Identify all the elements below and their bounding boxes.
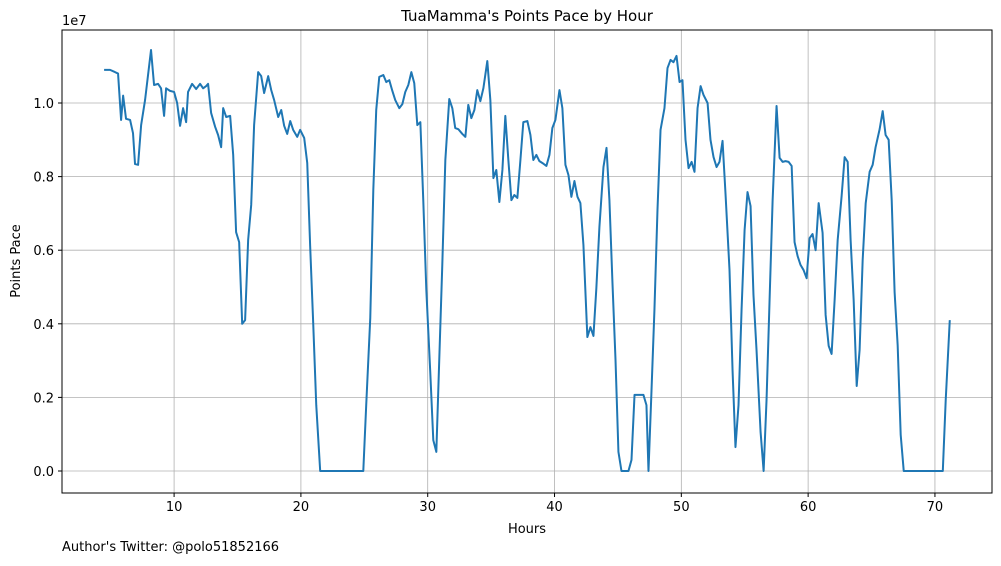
y-tick-label: 1.0	[33, 97, 54, 112]
footer: Author's Twitter: @polo51852166	[62, 540, 279, 555]
x-tick-label: 50	[673, 500, 690, 515]
y-tick-label: 0.4	[33, 318, 54, 333]
y-tick-label: 0.0	[33, 465, 54, 480]
y-axis-label: Points Pace	[9, 224, 24, 298]
data-line	[104, 49, 951, 472]
x-tick-label: 40	[546, 500, 563, 515]
x-axis-label: Hours	[508, 522, 546, 537]
x-tick-label: 60	[800, 500, 817, 515]
x-tick-label: 70	[927, 500, 944, 515]
x-tick-label: 30	[419, 500, 436, 515]
y-offset-label: 1e7	[62, 14, 87, 29]
x-tick-label: 10	[166, 500, 183, 515]
axes-frame	[61, 29, 993, 494]
y-tick-label: 0.6	[33, 244, 54, 259]
y-tick-label: 0.8	[33, 171, 54, 186]
chart-title: TuaMamma's Points Pace by Hour	[400, 7, 654, 25]
x-tick-label: 20	[293, 500, 310, 515]
y-tick-label: 0.2	[33, 391, 54, 406]
